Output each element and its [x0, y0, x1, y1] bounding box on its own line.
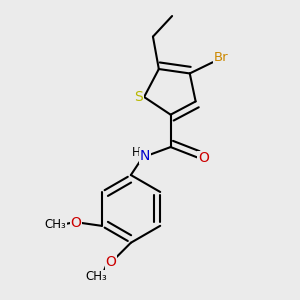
Text: O: O: [106, 255, 117, 269]
Text: N: N: [140, 149, 150, 163]
Text: H: H: [132, 146, 140, 159]
Text: O: O: [198, 151, 209, 165]
Text: S: S: [134, 90, 143, 104]
Text: CH₃: CH₃: [44, 218, 66, 231]
Text: CH₃: CH₃: [85, 270, 107, 283]
Text: O: O: [70, 216, 81, 230]
Text: Br: Br: [213, 51, 228, 64]
